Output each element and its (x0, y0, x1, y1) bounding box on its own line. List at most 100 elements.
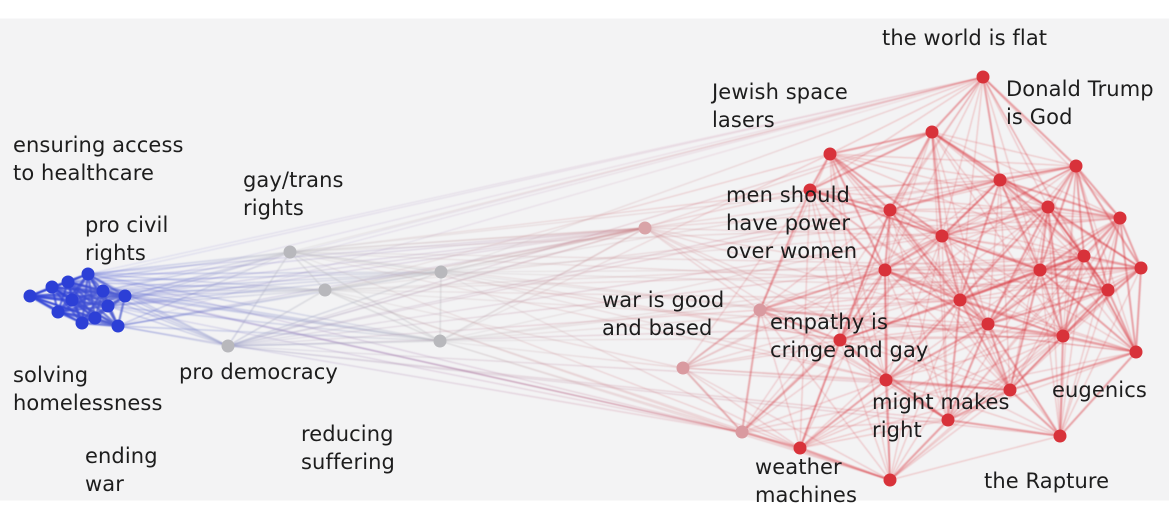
network-edge (959, 299, 1064, 337)
network-edge (829, 131, 933, 155)
network-edge (829, 76, 984, 155)
network-edge (67, 281, 741, 433)
network-edge (741, 76, 984, 433)
right-node (735, 425, 749, 439)
right-node (883, 473, 897, 487)
label-pro-civil-rights: pro civil rights (85, 213, 169, 265)
network-edge (987, 179, 1001, 325)
left-node (101, 299, 115, 313)
right-node (993, 173, 1007, 187)
network-edge (931, 131, 1077, 167)
right-node (1041, 200, 1055, 214)
network-edge (741, 419, 949, 433)
right-node (803, 183, 817, 197)
network-edge (931, 131, 943, 237)
right-node (1053, 429, 1067, 443)
network-edge (1059, 335, 1064, 437)
network-edge (884, 206, 1049, 271)
network-edge (227, 269, 886, 347)
label-reducing-suffering: reducing suffering (301, 422, 395, 474)
right-node (1003, 383, 1017, 397)
network-edge (885, 323, 989, 381)
network-edge (809, 189, 961, 301)
right-node (879, 373, 893, 387)
network-edge (889, 323, 989, 481)
network-edge (644, 227, 761, 311)
network-edge (941, 235, 961, 301)
network-edge (839, 339, 949, 421)
network-edge (889, 435, 1061, 481)
network-edge (107, 76, 984, 307)
network-edge (839, 339, 891, 481)
network-edge (809, 189, 1041, 271)
network-edge (799, 335, 1064, 449)
network-edge (1059, 267, 1142, 437)
network-edge (809, 189, 841, 341)
network-edge (947, 299, 961, 421)
network-edge (959, 179, 1001, 301)
network-edge (999, 179, 1137, 353)
network-edge (1083, 255, 1137, 353)
left-node (88, 311, 102, 325)
network-edge (440, 76, 984, 273)
network-edge (439, 206, 1049, 342)
network-edge (682, 339, 841, 369)
network-edge (982, 76, 1077, 167)
network-edge (947, 289, 1109, 421)
network-edges (28, 76, 1142, 481)
network-edge (999, 179, 1064, 337)
right-node (1113, 211, 1127, 225)
network-edge (885, 379, 1011, 391)
network-edge (809, 189, 887, 381)
network-edge (682, 367, 801, 449)
right-node (883, 203, 897, 217)
right-node (753, 303, 767, 317)
network-edge (829, 153, 887, 381)
network-edge (999, 165, 1077, 181)
network-edge (931, 131, 961, 301)
label-eugenics: eugenics (1052, 378, 1147, 402)
network-edge (67, 76, 984, 283)
network-edge (682, 309, 761, 369)
left-node (51, 305, 65, 319)
network-edge (931, 131, 1064, 337)
network-edge (682, 323, 989, 369)
network-edge (644, 227, 1011, 391)
label-jewish-space-lasers: Jewish space lasers (712, 80, 848, 132)
network-edge (884, 269, 961, 301)
network-edge (741, 309, 761, 433)
network-edge (289, 189, 811, 253)
network-edge (1047, 165, 1077, 208)
network-edge (682, 367, 743, 433)
network-edge (889, 335, 1064, 481)
network-edge (982, 76, 1001, 181)
network-edge (884, 269, 1109, 291)
network-edge (1135, 267, 1142, 353)
network-edge (87, 273, 741, 433)
network-edge (987, 217, 1121, 325)
network-edge (102, 227, 646, 292)
label-pro-democracy: pro democracy (179, 360, 338, 384)
network-edge (889, 419, 949, 481)
label-might-makes-right: might makes right (872, 390, 1010, 442)
network-edge (682, 255, 1085, 369)
network-edge (799, 389, 1011, 449)
network-edge (1107, 289, 1137, 353)
network-edge (999, 179, 1109, 291)
network-edge (1059, 255, 1085, 437)
network-edge (885, 335, 1064, 381)
network-edge (87, 227, 646, 275)
network-edge (839, 323, 989, 341)
network-edge (107, 305, 741, 433)
network-edge (117, 325, 441, 342)
network-edge (439, 340, 891, 481)
network-nodes (23, 70, 1148, 487)
network-edge (439, 271, 442, 342)
network-edge (741, 339, 841, 433)
label-the-rapture: the Rapture (984, 469, 1110, 493)
network-edge (829, 153, 886, 271)
network-edge (987, 267, 1142, 325)
network-edge (889, 209, 1085, 257)
network-edge (759, 309, 989, 325)
